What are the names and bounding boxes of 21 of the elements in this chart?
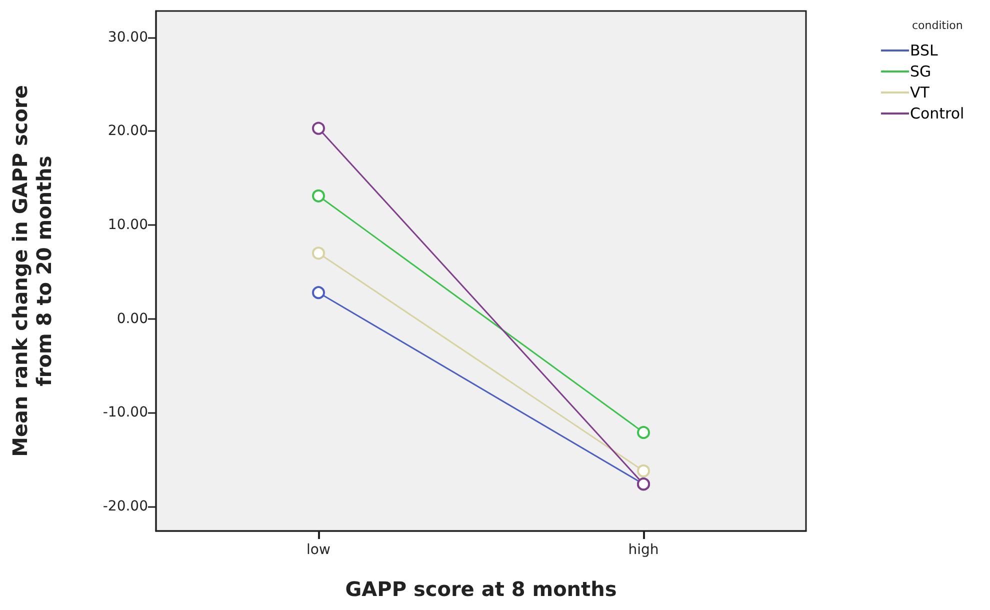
legend-label: VT	[910, 84, 930, 102]
x-tick-label: high	[628, 542, 659, 558]
y-tick-label: -20.00	[102, 498, 148, 515]
x-axis-title: GAPP score at 8 months	[345, 577, 617, 601]
point	[312, 246, 325, 260]
point	[312, 189, 325, 202]
x-tick-label: low	[306, 542, 330, 558]
y-tick-label: -10.00	[102, 404, 148, 421]
point	[637, 426, 650, 439]
point	[312, 122, 325, 135]
legend-label: BSL	[910, 42, 939, 60]
point	[312, 286, 325, 300]
legend-label: SG	[910, 62, 932, 80]
y-tick-label: 10.00	[108, 217, 148, 234]
y-tick-label: 0.00	[116, 310, 148, 327]
legend-title: condition	[912, 19, 963, 32]
y-tick-label: 30.00	[108, 29, 148, 46]
point	[637, 464, 650, 478]
legend-label: Control	[910, 104, 964, 122]
y-tick-label: 20.00	[108, 123, 148, 140]
y-axis-title: Mean rank change in GAPP score from 8 to 20 months	[8, 85, 56, 457]
